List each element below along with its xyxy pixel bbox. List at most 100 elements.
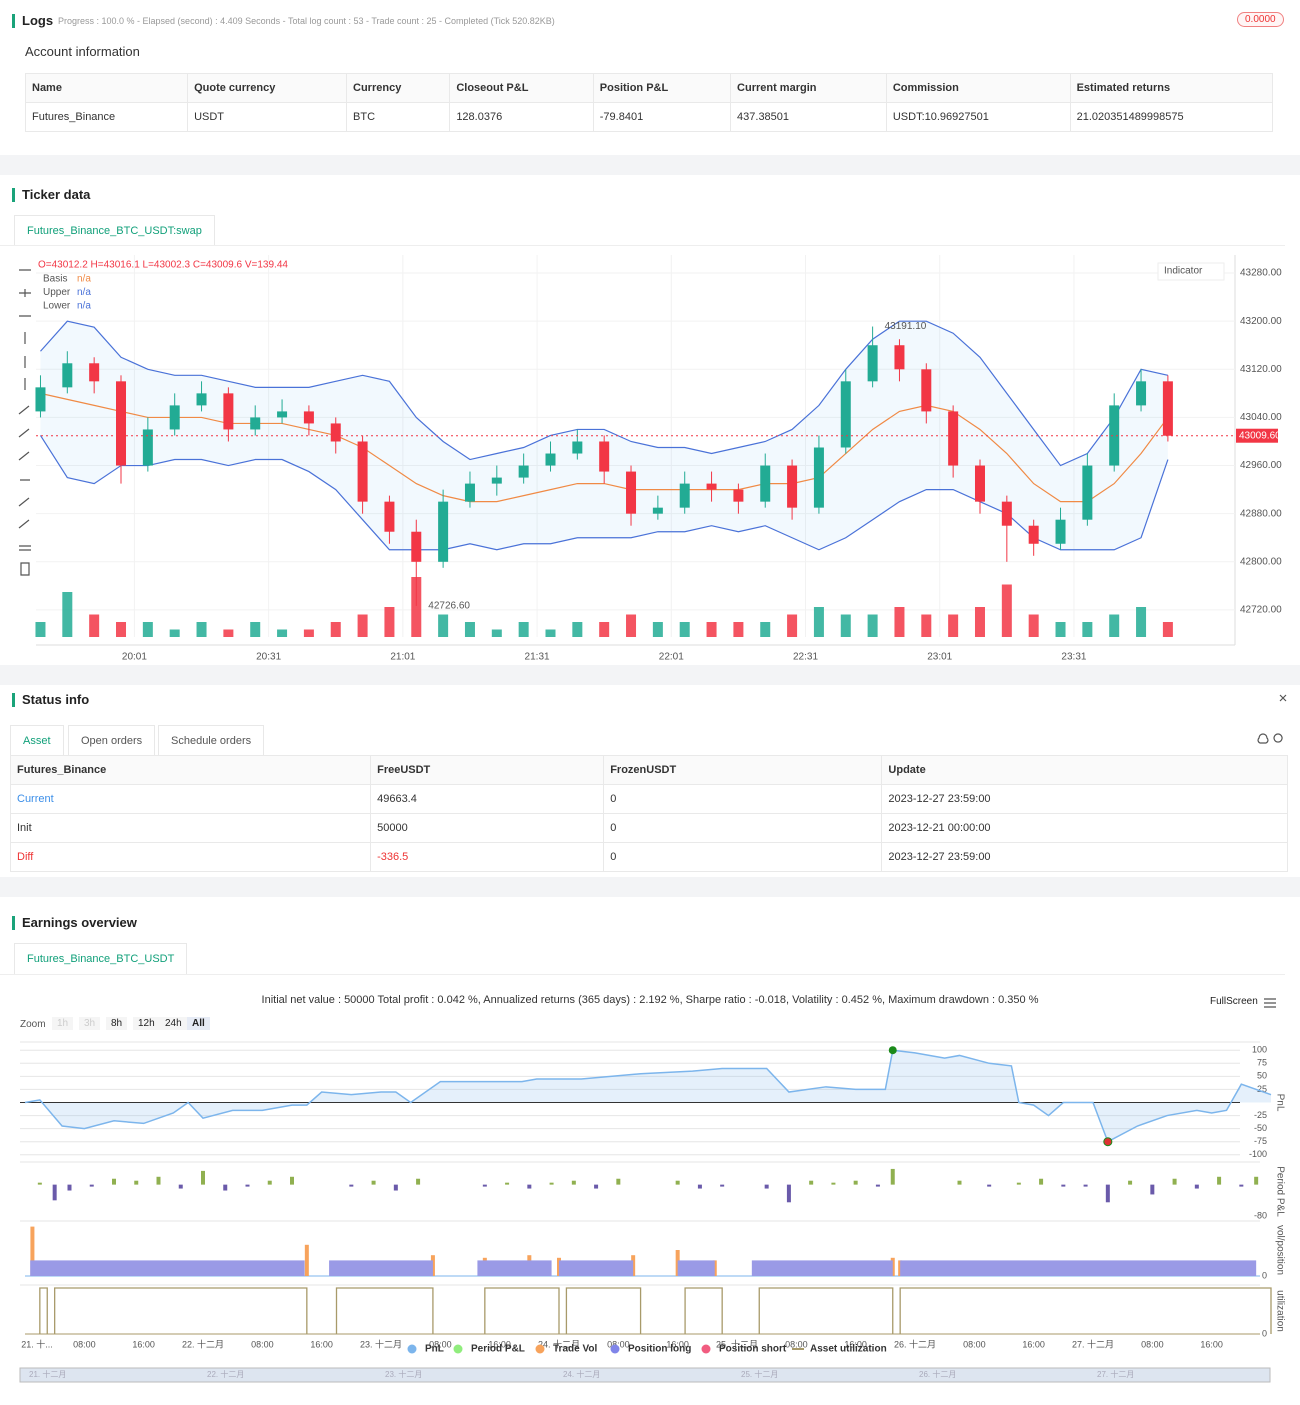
navigator-label: 26. 十二月 [919,1369,956,1379]
y-tick-label: 43040.00 [1240,412,1282,423]
navigator [19,1367,1271,1383]
candle-body [1162,381,1173,436]
legend-label: Period P&L [471,1344,525,1355]
legend-name: Lower [43,301,71,312]
zoom-button[interactable]: 24h [160,1017,187,1030]
period-bar [290,1176,294,1185]
legend-value: n/a [77,287,91,298]
zoom-button[interactable]: 1h [52,1017,74,1030]
volume-bar [142,622,153,637]
earnings-tab[interactable]: Futures_Binance_BTC_USDT [14,943,188,974]
volume-bar [733,622,744,637]
cell: 2023-12-21 00:00:00 [881,813,1288,843]
volume-bar [491,629,502,637]
divider [0,245,1285,246]
cell: -79.8401 [592,102,732,132]
position-bar [900,1260,1257,1276]
period-bar [890,1168,895,1185]
y-tick-label: 100 [1252,1045,1267,1055]
y-axis-title: Period P&L [1274,1166,1285,1217]
volume-bar [1109,614,1120,637]
logs-panel: Logs Progress : 100.0 % - Elapsed (secon… [0,0,1300,155]
zoom-button[interactable]: 8h [106,1017,128,1030]
cell: USDT:10.96927501 [885,102,1071,132]
fullscreen[interactable]: FullScreen [1210,996,1258,1007]
period-bar [1194,1184,1199,1189]
header-cell: Closeout P&L [449,73,594,103]
period-bar [201,1170,205,1185]
x-tick-label: 08:00 [251,1339,274,1349]
navigator-label: 24. 十二月 [563,1369,600,1379]
status-tab[interactable]: Schedule orders [158,725,265,756]
high-label: 43191.10 [885,321,927,332]
volume-bar [921,614,932,637]
x-tick-label: 22:31 [793,652,818,663]
period-bar [1061,1184,1066,1187]
min-marker [1103,1137,1113,1147]
ticker-tab[interactable]: Futures_Binance_BTC_USDT:swap [14,215,215,246]
volume-bar [599,622,610,637]
candle-body [1109,405,1120,466]
candle-body [921,369,932,412]
y-tick-label: -25 [1254,1110,1267,1120]
y-tick-label: 25 [1257,1084,1267,1094]
pnl-area [25,1050,1271,1142]
trade-vol-bar [30,1226,35,1276]
x-tick-label: 16:00 [666,1339,689,1349]
status-tab[interactable]: Asset [10,725,64,756]
period-bar [1039,1178,1044,1185]
header-row: Futures_Binance FreeUSDT FrozenUSDT Update [9,755,1288,785]
y-tick-label: -50 [1254,1123,1267,1133]
zoom-button[interactable]: 12h [133,1017,160,1030]
volume-bar [357,614,368,637]
x-tick-label: 27. 十二月 [1072,1338,1114,1349]
cell: Init [9,813,372,843]
volume-bar [35,622,46,637]
x-tick-label: 23:01 [927,652,952,663]
period-bar [720,1184,725,1187]
candle-body [706,483,717,490]
y-tick-label: 42880.00 [1240,508,1282,519]
x-tick-label: 21:31 [525,652,550,663]
y-tick-label: 0 [1262,1270,1267,1280]
period-bar [1105,1184,1110,1203]
zoom-button[interactable]: 3h [79,1017,101,1030]
navigator-label: 22. 十二月 [207,1369,244,1379]
candle-body [894,345,905,370]
period-bar [853,1180,858,1185]
candle-body [411,531,422,562]
candle-body [1001,501,1012,526]
utilization-step [684,1287,723,1334]
period-bar [1239,1184,1244,1187]
candle-body [572,441,583,454]
status-tab[interactable]: Open orders [68,725,156,756]
y-axis-title: PnL [1274,1094,1285,1112]
y-tick-label: 0 [1262,1328,1267,1338]
period-bar [37,1182,42,1185]
volume-bar [545,629,556,637]
volume-bar [250,622,261,637]
earnings-title: Earnings overview [12,916,137,930]
row: Init 50000 0 2023-12-21 00:00:00 [9,813,1288,843]
volume-bar [840,614,851,637]
candle-body [250,417,261,430]
summary: Initial net value : 50000 Total profit :… [261,994,1039,1006]
candle-body [277,411,288,418]
period-bar [571,1180,576,1185]
x-tick-label: 23:31 [1061,652,1086,663]
zoom-button[interactable]: All [187,1017,210,1030]
last-price-box [1236,428,1278,443]
x-tick-label: 22. 十二月 [182,1338,224,1349]
position-bar [677,1260,715,1276]
period-bar [675,1180,680,1185]
volume-bar [867,614,878,637]
header-cell: Name [24,73,189,103]
y-axis-title: vol/position [1274,1225,1285,1275]
position-bar [329,1260,433,1276]
candle-body [760,465,771,502]
divider [0,974,1285,975]
x-tick-label: 08:00 [1141,1339,1164,1349]
period-bar [1172,1178,1177,1185]
cell: 128.0376 [449,102,594,132]
